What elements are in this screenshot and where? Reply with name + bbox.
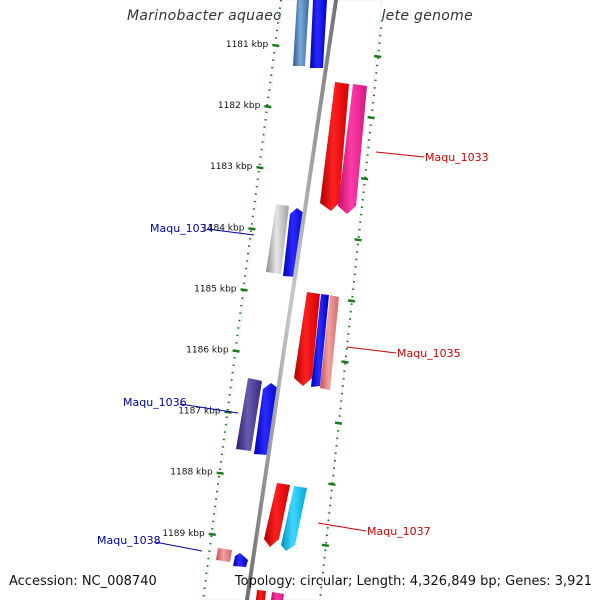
leader-line <box>154 541 203 552</box>
tick-mark <box>248 227 256 231</box>
tick-mark <box>360 176 369 181</box>
leader-line <box>375 151 425 158</box>
gene-arrow[interactable] <box>320 82 349 211</box>
gene-arrow[interactable] <box>256 590 266 600</box>
tick-label: 1184 kbp <box>202 223 245 233</box>
gene-label[interactable]: Maqu_1033 <box>425 151 489 164</box>
tick-layer: 1181 kbp 1182 kbp 1183 kbp 1184 kbp 1185 kbp… <box>162 40 382 548</box>
gene-arrow[interactable] <box>236 378 262 451</box>
tick-label: 1187 kbp <box>178 407 221 417</box>
gene-label[interactable]: Maqu_1038 <box>97 534 161 547</box>
gene-arrow[interactable] <box>310 0 327 68</box>
gene-label[interactable]: Maqu_1034 <box>150 222 214 235</box>
tick-label: 1186 kbp <box>186 346 229 356</box>
gene-label[interactable]: Maqu_1036 <box>123 396 187 409</box>
tick-mark <box>347 299 356 303</box>
tick-label: 1189 kbp <box>162 529 205 539</box>
tick-mark <box>208 532 216 537</box>
gene-arrow[interactable] <box>293 0 309 66</box>
tick-mark <box>373 54 382 59</box>
tick-mark <box>328 482 336 486</box>
tick-mark <box>264 104 272 109</box>
leader-line <box>317 522 367 532</box>
gene-label[interactable]: Maqu_1037 <box>367 525 431 538</box>
leader-line <box>206 228 255 236</box>
gene-arrow[interactable] <box>283 208 305 277</box>
gene-arrow[interactable] <box>271 592 284 600</box>
genome-info-text: Topology: circular; Length: 4,326,849 bp… <box>234 574 592 589</box>
tick-mark <box>240 288 248 292</box>
gene-labels: Maqu_1033 Maqu_1034 Maqu_1035 Maqu_1036 … <box>97 151 489 552</box>
tick-mark <box>224 410 232 414</box>
tick-label: 1185 kbp <box>194 284 237 294</box>
gene-arrow[interactable] <box>233 553 248 567</box>
leader-line <box>179 403 239 414</box>
gene-label[interactable]: Maqu_1035 <box>397 347 461 360</box>
genome-backbone <box>245 0 338 600</box>
accession-text: Accession: NC_008740 <box>9 574 157 589</box>
gene-arrow[interactable] <box>294 292 320 386</box>
tick-mark <box>354 238 362 242</box>
gene-arrow[interactable] <box>266 204 289 274</box>
tick-mark <box>341 360 349 364</box>
tick-mark <box>321 543 330 548</box>
tick-label: 1183 kbp <box>210 162 253 172</box>
gene-arrow[interactable] <box>311 294 329 387</box>
reverse-strand-genes <box>216 0 327 567</box>
gene-arrow[interactable] <box>254 383 279 455</box>
gene-arrow[interactable] <box>320 295 339 390</box>
tick-mark <box>272 43 280 48</box>
tick-label: 1188 kbp <box>170 468 213 478</box>
tick-mark <box>334 421 343 425</box>
gene-arrow[interactable] <box>281 486 307 551</box>
gene-arrow[interactable] <box>216 548 232 562</box>
tick-mark <box>232 349 240 353</box>
leader-line <box>346 346 397 354</box>
gene-arrow[interactable] <box>264 483 290 547</box>
tick-mark <box>216 471 224 475</box>
gene-arrow[interactable] <box>338 84 367 214</box>
tick-mark <box>367 115 375 120</box>
tick-label: 1181 kbp <box>226 40 269 50</box>
tick-mark <box>256 165 264 170</box>
forward-strand-genes <box>256 82 367 600</box>
tick-label: 1182 kbp <box>218 101 261 111</box>
